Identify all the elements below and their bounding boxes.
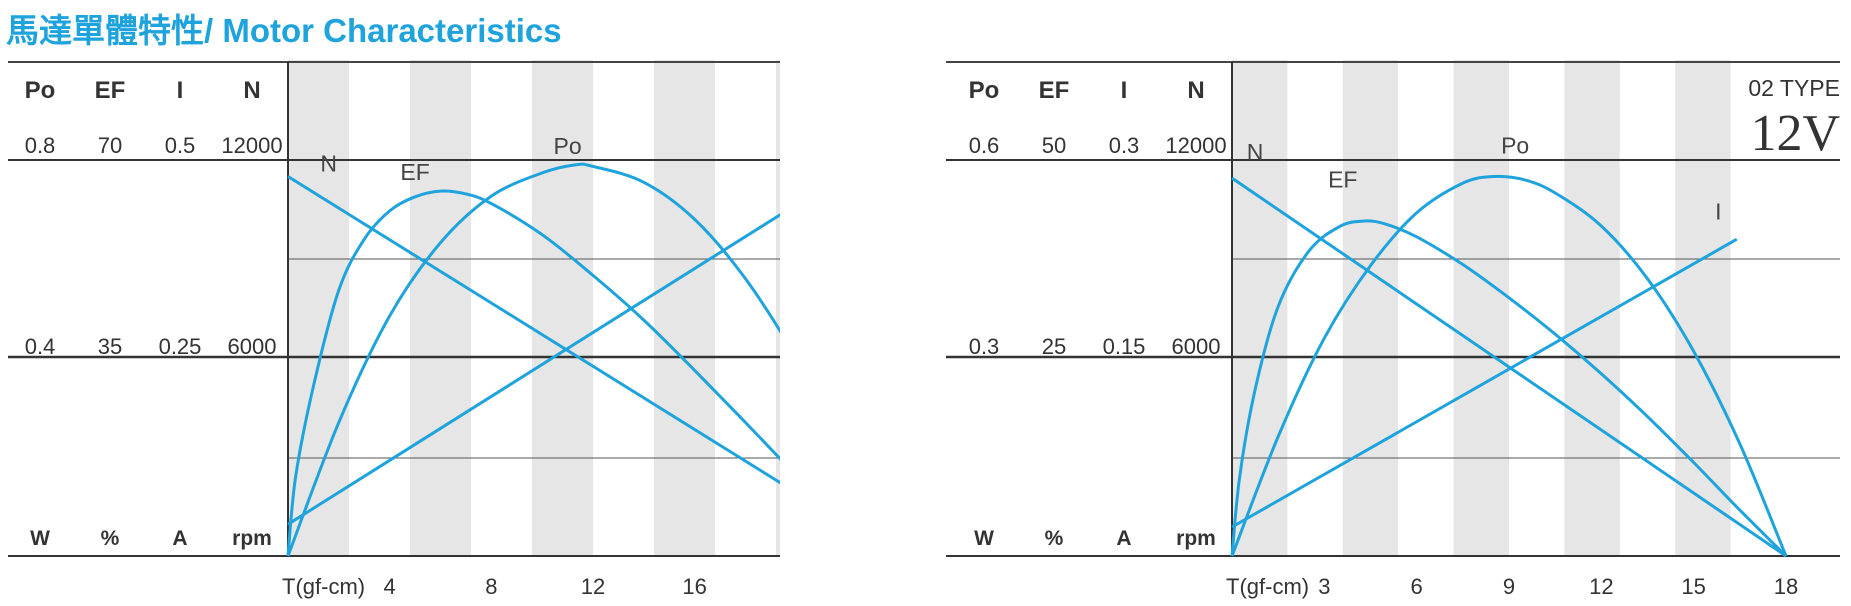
x-tick-label: 15 xyxy=(1681,574,1705,599)
x-tick-label: 12 xyxy=(581,574,605,599)
plot-stripe xyxy=(1342,60,1399,556)
series-po-curve xyxy=(286,162,780,557)
series-ef-curve xyxy=(286,189,780,557)
plot-stripe xyxy=(776,60,780,556)
x-tick-label: 12 xyxy=(1589,574,1613,599)
plot-stripe xyxy=(1564,60,1620,556)
x-tick-label: 3 xyxy=(1318,574,1330,599)
curve-label-n: N xyxy=(1247,139,1264,165)
axis-unit: A xyxy=(172,527,187,550)
axis-mid-value: 0.4 xyxy=(25,334,56,359)
axis-header-ef: EF xyxy=(95,77,126,104)
plot-stripe xyxy=(654,60,715,556)
x-tick-label: 18 xyxy=(1774,574,1798,599)
curve-label-ef: EF xyxy=(400,159,429,185)
axis-top-value: 12000 xyxy=(221,133,282,158)
motor-chart-02-type: Po 0.6 0.3 W EF 50 25% I 0.3 0.15 A N 12000 6000 rpm T(… xyxy=(946,60,1840,599)
plot-stripe xyxy=(288,60,349,556)
axis-top-value: 70 xyxy=(98,133,122,158)
axis-header-n: N xyxy=(243,77,260,104)
axis-mid-value: 0.3 xyxy=(969,334,1000,359)
axis-top-value: 0.8 xyxy=(25,133,56,158)
axis-top-value: 0.3 xyxy=(1109,133,1140,158)
axis-mid-value: 6000 xyxy=(228,334,277,359)
axis-mid-value: 35 xyxy=(98,334,122,359)
axis-header-i: I xyxy=(1121,77,1128,104)
page-title: 馬達單體特性/ Motor Characteristics xyxy=(6,12,562,49)
axis-unit: % xyxy=(101,527,120,550)
series-n-curve xyxy=(1231,176,1787,558)
series-n-curve xyxy=(287,175,780,485)
axis-unit: % xyxy=(1045,527,1064,550)
x-tick-label: 4 xyxy=(384,574,396,599)
series-ef-curve xyxy=(1230,219,1788,558)
x-tick-label: 9 xyxy=(1503,574,1515,599)
axis-mid-value: 0.25 xyxy=(159,334,202,359)
axis-top-value: 0.5 xyxy=(165,133,196,158)
plot-stripe xyxy=(1453,60,1509,556)
axis-mid-value: 0.15 xyxy=(1103,334,1146,359)
axis-top-value: 0.6 xyxy=(969,133,1000,158)
motor-chart-01-type: Po 0.8 0.4 W EF 70 35% I 0.5 0.25 A N 12000 6000 rpm T(… xyxy=(8,60,780,599)
x-tick-label: 8 xyxy=(485,574,497,599)
axis-header-n: N xyxy=(1187,77,1204,104)
curve-label-i: I xyxy=(1715,198,1721,224)
axis-unit: W xyxy=(30,527,50,550)
x-tick-label: 6 xyxy=(1411,574,1423,599)
axis-header-ef: EF xyxy=(1039,77,1070,104)
plot-stripe xyxy=(410,60,471,556)
x-axis-label: T(gf-cm) xyxy=(1226,574,1309,599)
voltage-label: 12V xyxy=(1750,105,1840,162)
x-axis-label: T(gf-cm) xyxy=(282,574,365,599)
axis-unit: A xyxy=(1116,527,1131,550)
axis-unit: rpm xyxy=(232,527,272,550)
axis-unit: rpm xyxy=(1176,527,1216,550)
series-po-curve xyxy=(1230,174,1788,557)
axis-unit: W xyxy=(974,527,994,550)
plot-stripe xyxy=(1675,60,1731,556)
curve-label-po: Po xyxy=(554,133,582,159)
axis-top-value: 50 xyxy=(1042,133,1066,158)
curve-label-n: N xyxy=(320,151,337,177)
x-tick-label: 16 xyxy=(682,574,706,599)
axis-header-i: I xyxy=(177,77,184,104)
series-i-curve xyxy=(287,213,780,526)
axis-mid-value: 6000 xyxy=(1172,334,1221,359)
plot-stripe xyxy=(532,60,593,556)
type-label: 02 TYPE xyxy=(1748,75,1840,101)
axis-mid-value: 25 xyxy=(1042,334,1066,359)
curve-label-ef: EF xyxy=(1328,167,1357,193)
axis-header-po: Po xyxy=(25,77,56,104)
curve-label-po: Po xyxy=(1501,132,1529,158)
axis-header-po: Po xyxy=(969,77,1000,104)
axis-top-value: 12000 xyxy=(1165,133,1226,158)
